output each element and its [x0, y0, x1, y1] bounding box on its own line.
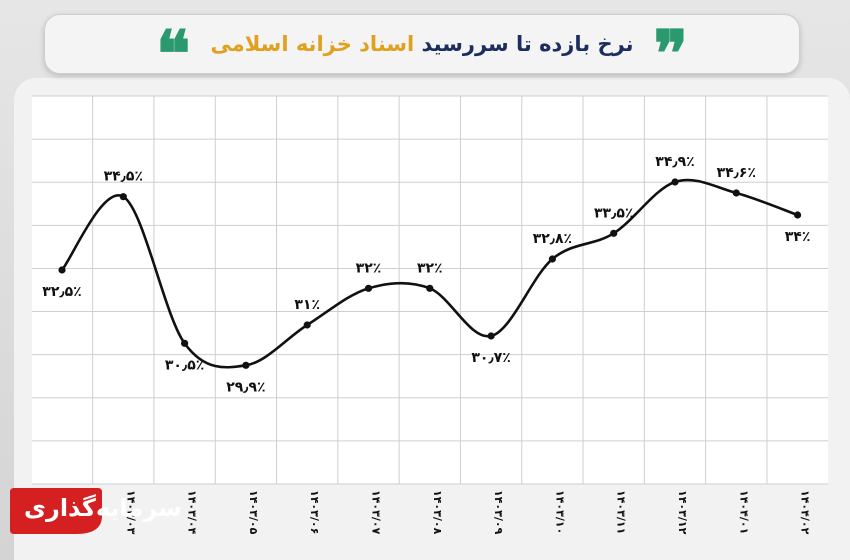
data-point — [426, 284, 434, 292]
data-point — [58, 266, 66, 274]
x-tick-label: ۱۴۰۳/۰۴ — [186, 490, 199, 535]
x-tick-label: ۱۴۰۳/۱۱ — [615, 490, 628, 534]
data-point — [303, 321, 311, 329]
x-tick-label: ۱۴۰۳/۰۸ — [431, 490, 444, 535]
data-label: ۲۹٫۹٪ — [226, 379, 265, 395]
data-label: ۳۲٪ — [356, 260, 382, 276]
x-tick-label: ۱۴۰۳/۰۳ — [124, 490, 137, 535]
data-point — [119, 193, 127, 201]
data-label: ۳۳٫۵٪ — [594, 205, 633, 221]
data-point — [242, 361, 250, 369]
data-point — [364, 284, 373, 292]
x-tick-label: ۱۴۰۳/۰۷ — [370, 490, 383, 535]
data-label: ۳۲٫۸٪ — [533, 231, 572, 247]
brand-logo: سرمایه‌گذاری — [6, 486, 182, 538]
data-point — [487, 332, 495, 340]
data-label: ۳۲٪ — [417, 260, 443, 276]
title-part-1: نرخ بازده تا سررسید — [421, 32, 634, 56]
data-label: ۳۴٪ — [785, 229, 811, 245]
data-labels: ۳۲٫۵٪ ۳۴٫۵٪ ۳۰٫۵٪ ۲۹٫۹٪ ۳۱٪ ۳۲٪ ۳۲٪ ۳۰٫۷٪ ۳۲٫۸٪ ۳… — [42, 154, 810, 395]
data-point — [548, 255, 557, 263]
x-tick-label: ۱۴۰۴/۰۱ — [737, 490, 750, 534]
data-label: ۳۲٫۵٪ — [42, 284, 81, 300]
data-point — [794, 211, 802, 219]
x-tick-label: ۱۴۰۳/۰۵ — [247, 490, 260, 535]
logo-background — [10, 488, 102, 534]
x-tick-labels: ۱۴۰۳/۰۳ ۱۴۰۳/۰۴ ۱۴۰۳/۰۵ ۱۴۰۳/۰۶ ۱۴۰۳/۰۷ ۱۴۰۳/… — [124, 490, 811, 535]
data-label: ۳۰٫۷٪ — [471, 350, 510, 366]
x-tick-label: ۱۴۰۳/۱۰ — [553, 490, 566, 534]
logo-text: سرمایه‌گذاری — [24, 494, 182, 522]
data-label: ۳۴٫۵٪ — [104, 169, 143, 185]
data-point — [610, 229, 618, 237]
data-points — [58, 178, 802, 369]
x-tick-label: ۱۴۰۳/۰۶ — [308, 490, 321, 534]
title-part-2: اسناد خزانه اسلامی — [210, 32, 415, 56]
x-tick-label: ۱۴۰۳/۰۹ — [492, 490, 505, 535]
data-label: ۳۰٫۵٪ — [165, 357, 204, 373]
x-tick-label: ۱۴۰۴/۰۲ — [799, 490, 812, 535]
data-point — [732, 189, 740, 197]
data-point — [181, 339, 189, 347]
data-label: ۳۴٫۶٪ — [717, 165, 756, 181]
data-label: ۳۱٪ — [294, 297, 320, 313]
data-label: ۳۴٫۹٪ — [655, 154, 694, 170]
chart-title: نرخ بازده تا سررسید اسناد خزانه اسلامی — [210, 32, 633, 56]
x-tick-label: ۱۴۰۳/۱۲ — [676, 490, 689, 535]
grid — [32, 95, 828, 485]
data-point — [671, 178, 679, 186]
